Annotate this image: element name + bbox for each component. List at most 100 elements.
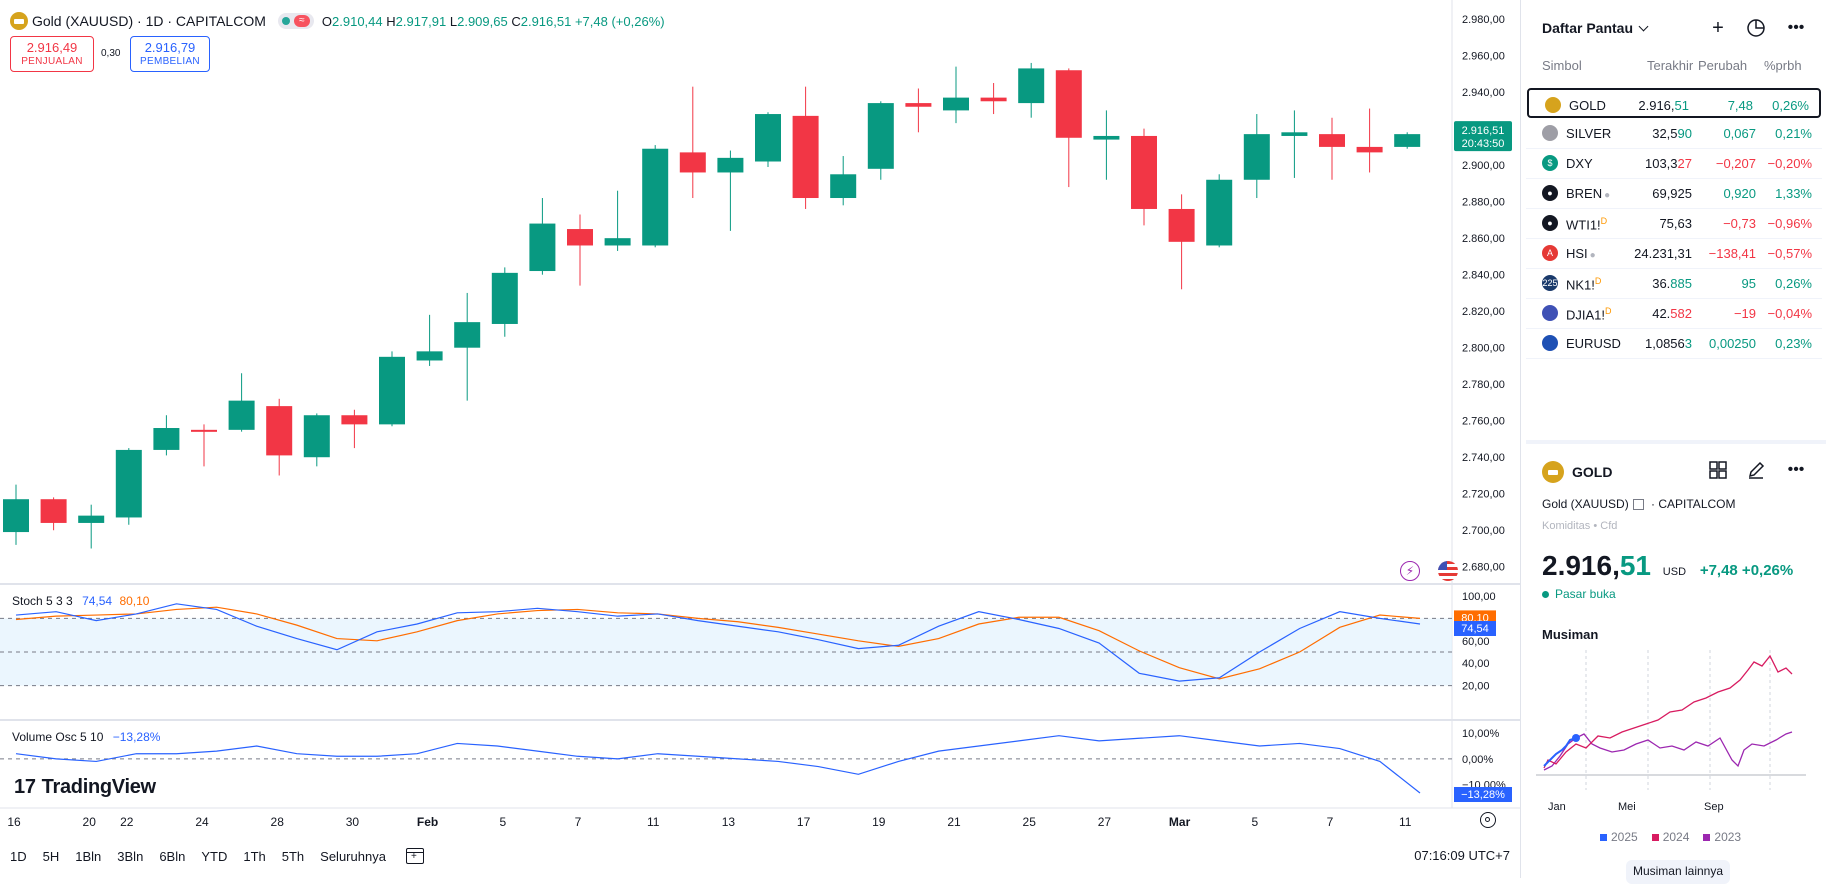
watchlist-row-gold[interactable]: GOLD 2.916,51 7,48 0,26% bbox=[1527, 88, 1821, 118]
watchlist-row-wti1[interactable]: ● WTI1!D 75,63 −0,73 −0,96% bbox=[1526, 208, 1822, 239]
watchlist-row-hsi[interactable]: A HSI ● 24.231,31 −138,41 −0,57% bbox=[1526, 238, 1822, 269]
stoch-tick-label: 60,00 bbox=[1462, 636, 1490, 648]
row-last: 103,327 bbox=[1644, 156, 1692, 171]
time-tick-label: 11 bbox=[1399, 815, 1412, 829]
symbol-logo-icon: 225 bbox=[1542, 275, 1558, 291]
advanced-view-icon[interactable] bbox=[1744, 16, 1768, 40]
col-header-last[interactable]: Terakhir bbox=[1647, 58, 1694, 73]
price-tick-label: 2.700,00 bbox=[1462, 525, 1505, 537]
add-symbol-icon[interactable]: + bbox=[1712, 16, 1724, 39]
symbol-logo-icon bbox=[1542, 125, 1558, 141]
status-dot-icon bbox=[1542, 591, 1549, 598]
range-1bln[interactable]: 1Bln bbox=[75, 848, 102, 864]
row-change: 0,00250 bbox=[1709, 336, 1756, 351]
volosc-tag bbox=[1454, 787, 1512, 803]
more-seasonals-button[interactable]: Musiman lainnya bbox=[1626, 860, 1730, 884]
volosc-value: −13,28% bbox=[112, 730, 161, 744]
time-tick-label: 27 bbox=[1098, 815, 1112, 829]
chart-panel[interactable]: 2.980,002.960,002.940,002.920,002.900,00… bbox=[0, 0, 1521, 878]
grid-view-icon[interactable] bbox=[1706, 458, 1730, 482]
col-header-change[interactable]: Perubah bbox=[1698, 58, 1748, 73]
clock-readout[interactable]: 07:16:09 UTC+7 bbox=[1414, 848, 1510, 863]
us-flag-icon[interactable] bbox=[1438, 561, 1458, 581]
external-link-icon[interactable] bbox=[1632, 499, 1644, 511]
candle-body bbox=[1093, 135, 1120, 140]
sell-price: 2.916,49 bbox=[26, 40, 78, 55]
watchlist-title[interactable]: Daftar Pantau bbox=[1542, 20, 1649, 36]
buy-button[interactable]: 2.916,79 PEMBELIAN bbox=[130, 36, 210, 72]
row-last: 1,08563 bbox=[1645, 336, 1692, 351]
volosc-line bbox=[15, 735, 1421, 794]
row-pct: 0,26% bbox=[1772, 98, 1809, 113]
watchlist-row-silver[interactable]: SILVER 32,590 0,067 0,21% bbox=[1526, 118, 1822, 149]
range-ytd[interactable]: YTD bbox=[201, 848, 228, 864]
time-tick-label: 7 bbox=[575, 815, 582, 829]
market-status-pill[interactable]: ≈ bbox=[277, 13, 314, 29]
time-tick-label: Feb bbox=[417, 815, 438, 829]
calendar-icon[interactable] bbox=[405, 848, 424, 864]
range-5th[interactable]: 5Th bbox=[281, 848, 305, 864]
candle-body bbox=[1356, 146, 1383, 153]
edit-note-icon[interactable] bbox=[1744, 458, 1768, 482]
row-change: −138,41 bbox=[1708, 246, 1756, 261]
range-1d[interactable]: 1D bbox=[10, 848, 27, 864]
symbol-logo-icon: ● bbox=[1542, 185, 1558, 201]
row-last: 2.916,51 bbox=[1638, 98, 1689, 113]
row-change: 0,067 bbox=[1723, 126, 1756, 141]
candle-body bbox=[755, 114, 781, 162]
candle-body bbox=[1281, 132, 1308, 136]
right-sidebar: Jan Mei Sep bbox=[1526, 0, 1826, 878]
volosc-legend[interactable]: Volume Osc 5 10 −13,28% bbox=[12, 730, 161, 744]
col-header-symbol[interactable]: Simbol bbox=[1542, 58, 1582, 73]
candle-body bbox=[604, 238, 631, 246]
row-last: 24.231,31 bbox=[1634, 246, 1692, 261]
details-name-line: Gold (XAUUSD) · CAPITALCOM bbox=[1542, 497, 1736, 511]
watchlist-row-djia1[interactable]: DJIA1!D 42.582 −19 −0,04% bbox=[1526, 298, 1822, 329]
data-wave-icon: ≈ bbox=[293, 15, 310, 27]
volosc-tag-label: −13,28% bbox=[1461, 789, 1505, 801]
sell-button[interactable]: 2.916,49 PENJUALAN bbox=[10, 36, 94, 72]
more-options-icon[interactable]: ••• bbox=[1787, 19, 1805, 36]
details-symbol[interactable]: GOLD bbox=[1542, 461, 1612, 483]
col-header-pct[interactable]: %prbh bbox=[1764, 58, 1802, 73]
range-toolbar: 1D 5H 1Bln 3Bln 6Bln YTD 1Th 5Th Seluruh… bbox=[0, 838, 1520, 874]
row-symbol: WTI1!D bbox=[1566, 216, 1608, 233]
watchlist-row-eurusd[interactable]: EURUSD 1,08563 0,00250 0,23% bbox=[1526, 328, 1822, 359]
symbol-title[interactable]: Gold (XAUUSD) · 1D · CAPITALCOM bbox=[32, 13, 266, 29]
range-3bln[interactable]: 3Bln bbox=[117, 848, 144, 864]
seasonal-chart: Jan Mei Sep bbox=[1536, 650, 1806, 813]
watchlist-row-bren[interactable]: ● BREN ● 69,925 0,920 1,33% bbox=[1526, 178, 1822, 209]
spread-value: 0,30 bbox=[101, 48, 121, 59]
range-5h[interactable]: 5H bbox=[42, 848, 60, 864]
symbol-logo-icon: ● bbox=[1542, 215, 1558, 231]
details-more-icon[interactable]: ••• bbox=[1787, 461, 1805, 478]
row-pct: 0,21% bbox=[1775, 126, 1812, 141]
time-tick-label: 11 bbox=[647, 815, 660, 829]
price-tick-label: 2.880,00 bbox=[1462, 197, 1505, 209]
seasonal-current-point bbox=[1572, 734, 1580, 742]
watchlist-row-nk1[interactable]: 225 NK1!D 36.885 95 0,26% bbox=[1526, 268, 1822, 299]
range-6bln[interactable]: 6Bln bbox=[159, 848, 186, 864]
buy-price: 2.916,79 bbox=[144, 40, 196, 55]
main-chart[interactable]: 2.980,002.960,002.940,002.920,002.900,00… bbox=[0, 0, 1520, 878]
symbol-logo-icon: A bbox=[1542, 245, 1558, 261]
row-change: 0,920 bbox=[1723, 186, 1756, 201]
time-tick-label: 16 bbox=[7, 815, 21, 829]
price-tick-label: 2.980,00 bbox=[1462, 14, 1505, 26]
price-tick-label: 2.720,00 bbox=[1462, 489, 1505, 501]
stoch-d-line bbox=[15, 606, 1421, 680]
row-change: −19 bbox=[1733, 306, 1756, 321]
market-status: Pasar buka bbox=[1542, 587, 1616, 601]
candle-body bbox=[792, 115, 819, 199]
chart-settings-icon[interactable] bbox=[1480, 812, 1496, 828]
row-last: 69,925 bbox=[1652, 186, 1692, 201]
chevron-down-icon bbox=[1638, 21, 1649, 32]
candle-body bbox=[40, 499, 67, 523]
lightning-icon[interactable]: ⚡ bbox=[1400, 561, 1420, 581]
range-1th[interactable]: 1Th bbox=[243, 848, 266, 864]
watchlist-row-dxy[interactable]: $ DXY 103,327 −0,207 −0,20% bbox=[1526, 148, 1822, 179]
range-all[interactable]: Seluruhnya bbox=[320, 848, 386, 864]
stoch-legend[interactable]: Stoch 5 3 3 74,54 80,10 bbox=[12, 594, 150, 608]
candle-body bbox=[529, 223, 556, 272]
row-symbol: EURUSD bbox=[1566, 336, 1621, 351]
